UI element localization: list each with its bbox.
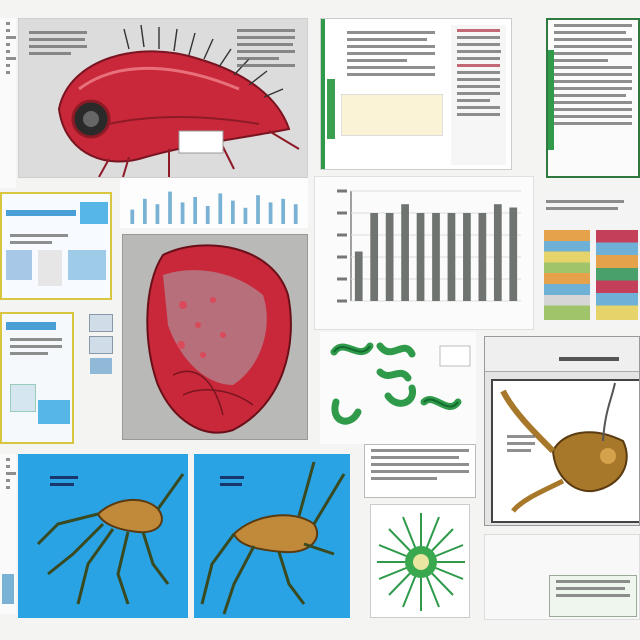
crustacean-illustration-left (36, 473, 185, 605)
bar (401, 204, 409, 301)
blue-panel-left (18, 454, 188, 618)
bar-chart-card (314, 176, 534, 330)
y-tick-mark (337, 233, 347, 237)
green-shapes-panel (320, 332, 476, 444)
mini-bar (142, 198, 147, 224)
bottom-right-document (484, 534, 640, 620)
y-tick-mark (337, 255, 347, 259)
bar (416, 213, 425, 301)
ui-panel-lower (0, 312, 74, 444)
left-bottom-strip (0, 454, 16, 614)
y-tick-mark (337, 211, 347, 215)
bar (478, 213, 487, 301)
mini-bar (193, 197, 198, 224)
bar (447, 213, 456, 301)
red-creature-illustration (57, 24, 300, 177)
mini-bar (281, 198, 286, 224)
mini-bar-chart-svg (130, 191, 298, 224)
bar (509, 207, 518, 301)
window-title-bar (485, 337, 639, 372)
report-document-right (546, 18, 640, 178)
mini-bar (205, 206, 210, 224)
text-card (364, 444, 476, 498)
left-edge-document (0, 18, 16, 188)
mini-bar (130, 209, 135, 224)
green-organism-illustration (377, 513, 465, 611)
mini-bar (243, 207, 248, 224)
bar (463, 213, 471, 301)
yellow-chart-strip (341, 94, 443, 136)
mini-bar (230, 200, 235, 224)
mini-bar (293, 204, 298, 224)
dna-icon (330, 342, 471, 425)
mini-bar (218, 193, 223, 224)
mini-bar-chart (120, 178, 308, 228)
color-stripe-panel (540, 196, 640, 328)
bar (354, 251, 363, 301)
green-organism-panel (370, 504, 470, 618)
mini-bar (168, 191, 172, 224)
y-tick-mark (337, 189, 347, 193)
mini-bar (155, 204, 160, 224)
y-tick-mark (337, 299, 347, 303)
mini-bar (268, 202, 273, 224)
anatomy-illustration-panel (18, 18, 308, 178)
crustacean-illustration-right (200, 461, 346, 615)
panel-text-lines-right (231, 25, 301, 71)
icon-column (86, 310, 116, 406)
y-tick-mark (337, 277, 347, 281)
mini-bar (256, 195, 260, 224)
bar (493, 204, 502, 301)
blue-panel-right (194, 454, 350, 618)
ui-panel-yellow (0, 192, 112, 300)
bar (385, 213, 394, 301)
specimen-window (484, 336, 640, 526)
panel-text-lines (23, 27, 93, 59)
bar-chart (337, 189, 521, 303)
bar (370, 213, 379, 301)
bar (432, 213, 440, 301)
report-document-green (320, 18, 512, 170)
heart-illustration-panel (122, 234, 308, 440)
mini-bar (180, 202, 185, 224)
specimen-icon (500, 382, 628, 513)
heart-illustration (146, 244, 292, 434)
